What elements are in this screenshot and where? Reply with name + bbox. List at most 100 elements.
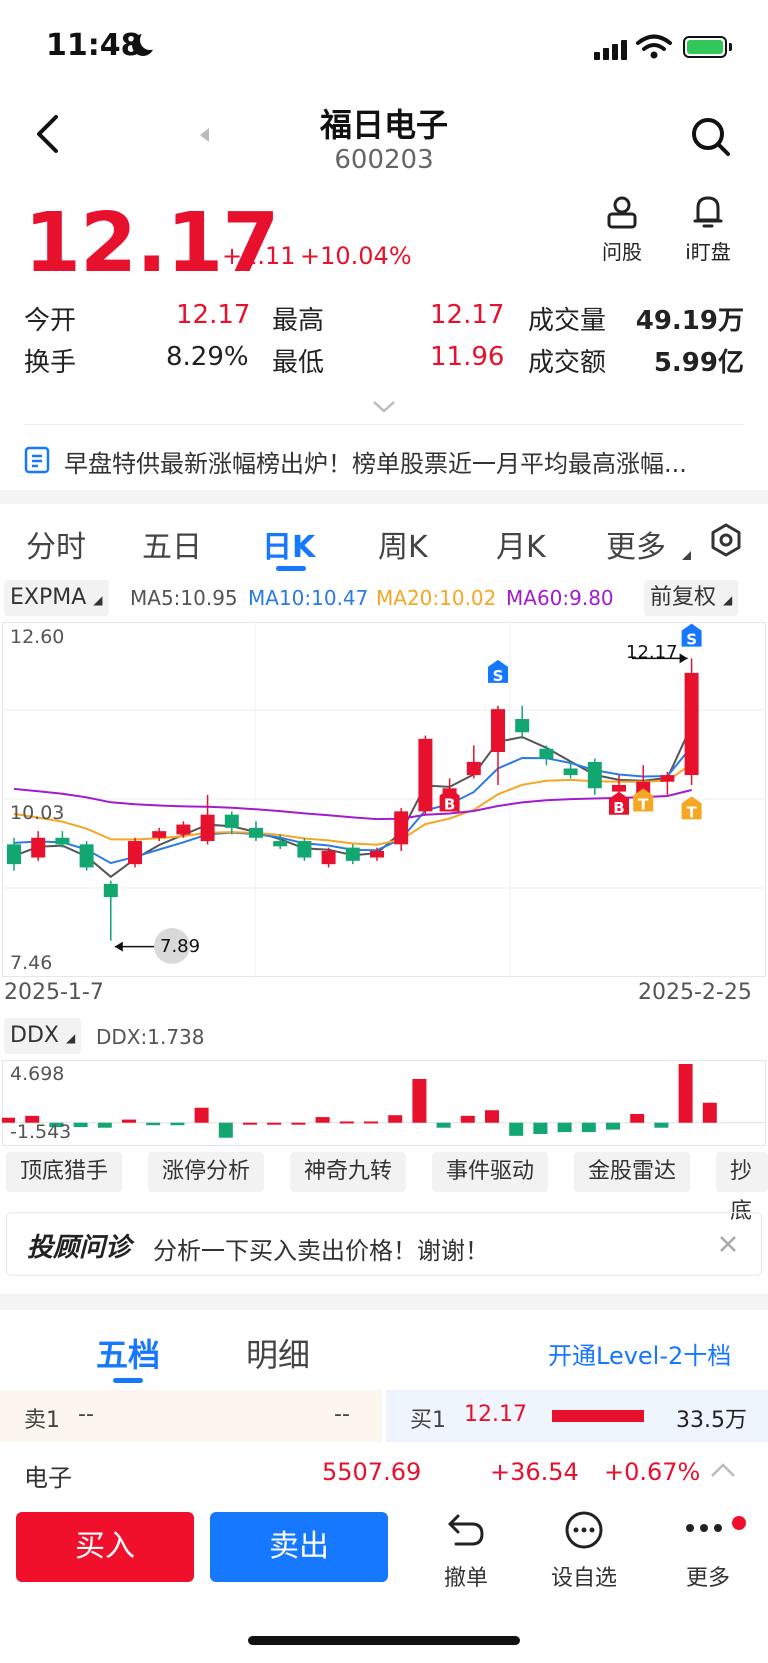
ddx-bar	[122, 1119, 136, 1123]
candle-body	[176, 824, 191, 835]
notification-dot	[732, 1516, 746, 1530]
candle-body	[273, 841, 288, 847]
document-icon	[24, 446, 50, 474]
price-change: +1.11	[222, 242, 296, 270]
indicator-name: EXPMA	[10, 585, 87, 610]
settings-icon[interactable]	[708, 522, 744, 558]
collapse-chevron-icon[interactable]	[710, 1462, 736, 1478]
back-icon[interactable]	[34, 114, 60, 154]
t-signal-badge-letter: T	[638, 795, 649, 813]
search-icon[interactable]	[690, 116, 732, 158]
low-label: 最低	[272, 348, 325, 378]
feature-magic-nine[interactable]: 神奇九转	[290, 1152, 407, 1192]
candle-body	[31, 837, 46, 858]
price-change-pct: +10.04%	[300, 242, 412, 270]
close-icon[interactable]	[719, 1235, 737, 1253]
prev-stock-icon[interactable]	[198, 127, 210, 143]
ddx-bar	[267, 1122, 282, 1125]
watch-button[interactable]: i盯盘	[668, 194, 748, 264]
sell1-label: 卖1	[24, 1408, 60, 1433]
tab-five-level[interactable]: 五档	[96, 1336, 161, 1374]
ddx-bar	[194, 1107, 209, 1123]
candle-body	[515, 719, 530, 733]
ddx-y-top: 4.698	[10, 1063, 65, 1085]
section-separator	[0, 490, 768, 504]
tab-detail[interactable]: 明细	[246, 1336, 311, 1374]
t-signal-badge	[633, 788, 654, 812]
tab-daily-k[interactable]: 日K	[262, 530, 316, 565]
cancel-order-label: 撤单	[443, 1566, 488, 1591]
tab-five-day[interactable]: 五日	[142, 530, 202, 565]
sell1-price: --	[78, 1402, 94, 1427]
ask-stock-button[interactable]: 问股	[582, 194, 662, 264]
candle-body	[612, 784, 626, 792]
ddx-bar	[243, 1122, 257, 1125]
buy-button[interactable]: 买入	[16, 1512, 194, 1582]
news-text: 早盘特供最新涨幅榜出炉！榜单股票近一月平均最高涨幅...	[64, 450, 687, 478]
ddx-bar	[388, 1115, 403, 1123]
candle-body	[539, 748, 554, 759]
advisor-banner[interactable]: 投顾问诊 分析一下买入卖出价格！谢谢！	[6, 1212, 762, 1276]
moon-icon-cutout	[140, 30, 160, 50]
ddx-select[interactable]: DDX ◢	[4, 1018, 82, 1054]
candle-body	[345, 847, 360, 861]
sector-index: 5507.69	[322, 1458, 422, 1486]
indicator-select[interactable]: EXPMA ◢	[4, 580, 109, 616]
tab-monthly-k[interactable]: 月K	[496, 530, 546, 565]
t-signal-badge-2-letter: T	[686, 803, 697, 821]
cursor-circle[interactable]	[154, 928, 190, 964]
candle-body	[152, 831, 167, 838]
feature-event-driven[interactable]: 事件驱动	[432, 1152, 549, 1192]
add-watchlist-button[interactable]: 设自选	[544, 1508, 624, 1598]
tab-intraday[interactable]: 分时	[26, 530, 86, 565]
level2-link[interactable]: 开通Level-2十档	[548, 1342, 732, 1370]
amount-value: 5.99亿	[653, 348, 744, 378]
more-button[interactable]: 更多	[668, 1508, 748, 1598]
person-icon	[607, 196, 637, 229]
ma60-value: MA60:9.80	[506, 586, 614, 610]
dropdown-corner-icon	[682, 551, 691, 560]
tab-weekly-k[interactable]: 周K	[378, 530, 428, 565]
adjust-select[interactable]: 前复权 ◢	[644, 580, 739, 616]
status-time: 11:48	[46, 28, 142, 63]
ma10-value: MA10:10.47	[248, 586, 369, 610]
buy1-price: 12.17	[464, 1402, 527, 1427]
tab-more[interactable]: 更多	[606, 530, 666, 565]
candle-body	[660, 775, 675, 782]
ma60-line	[13, 787, 692, 821]
battery-icon	[683, 36, 727, 58]
candlestick-chart[interactable]: SSB B T T	[2, 622, 766, 977]
candle-body	[321, 850, 336, 865]
ddx-bar	[73, 1122, 88, 1128]
candle-body	[394, 811, 409, 845]
battery-cap	[729, 43, 732, 51]
candle-body	[7, 844, 21, 865]
min-arrow-head	[114, 941, 123, 952]
sell-signal-badge-2-letter: S	[686, 631, 697, 649]
candle-body	[79, 844, 94, 868]
buy-signal-badge	[439, 788, 460, 812]
feature-bottom-hunter[interactable]: 顶底猎手	[6, 1152, 123, 1192]
sell-button[interactable]: 卖出	[210, 1512, 388, 1582]
news-banner[interactable]: 早盘特供最新涨幅榜出炉！榜单股票近一月平均最高涨幅...	[24, 440, 744, 480]
ddx-value: DDX:1.738	[96, 1025, 205, 1049]
turnover-label: 换手	[24, 348, 77, 378]
ddx-bar	[291, 1122, 306, 1125]
expand-chevron-icon[interactable]	[372, 400, 396, 414]
adjust-label: 前复权	[650, 585, 717, 610]
max-arrow-head	[679, 653, 688, 664]
feature-limit-up-analysis[interactable]: 涨停分析	[148, 1152, 265, 1192]
ddx-bar	[557, 1122, 572, 1133]
undo-icon	[448, 1514, 484, 1546]
candle-body	[103, 883, 118, 898]
ddx-chart[interactable]	[2, 1060, 766, 1146]
feature-gold-radar[interactable]: 金股雷达	[574, 1152, 691, 1192]
wifi-icon	[636, 34, 672, 59]
candle-body	[224, 814, 239, 828]
candle-body	[587, 761, 602, 789]
buy1-volume-bar	[552, 1410, 644, 1422]
cancel-order-button[interactable]: 撤单	[426, 1508, 506, 1598]
ma5-value: MA5:10.95	[130, 586, 238, 610]
feature-bottom-fishing[interactable]: 抄底	[716, 1152, 768, 1224]
section-separator-2	[0, 1294, 768, 1310]
